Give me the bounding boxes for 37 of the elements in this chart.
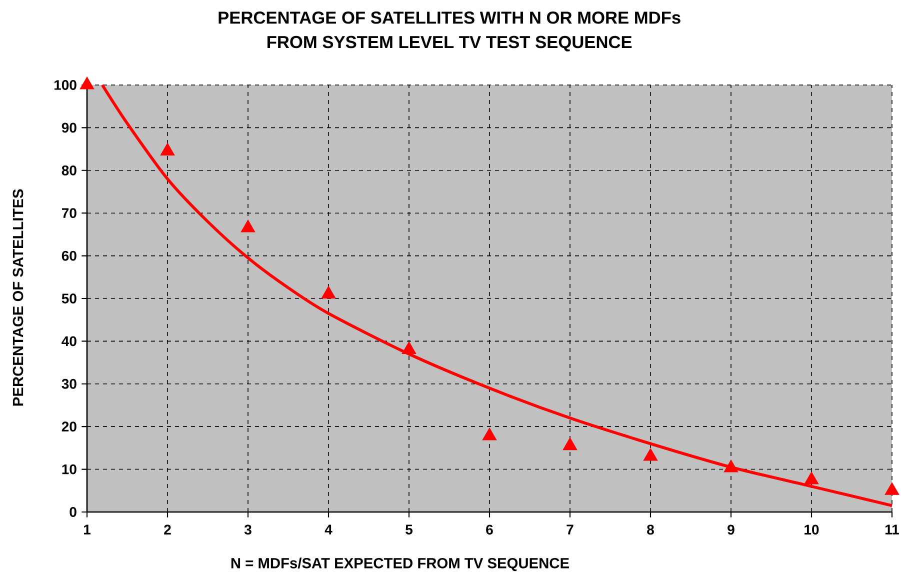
point bbox=[321, 286, 336, 298]
point bbox=[804, 472, 819, 484]
x-axis-title: N = MDFs/SAT EXPECTED FROM TV SEQUENCE bbox=[231, 558, 569, 572]
line-series bbox=[100, 84, 894, 508]
point bbox=[724, 460, 738, 472]
x-tick-label: 2 bbox=[164, 524, 171, 534]
x-tick-label: 8 bbox=[647, 524, 654, 535]
y-tick-label: 30 bbox=[62, 378, 76, 389]
x-tick-label: 11 bbox=[885, 524, 899, 534]
point bbox=[402, 341, 416, 354]
x-tick-label: 6 bbox=[486, 524, 493, 535]
x-tick-label: 7 bbox=[566, 524, 574, 534]
point bbox=[643, 448, 658, 461]
chart-title: PERCENTAGE OF SATELLITES WITH N OR MORE MDFs bbox=[218, 12, 680, 24]
x-tick-label: 5 bbox=[406, 524, 412, 534]
point bbox=[160, 142, 175, 156]
x-tick-label: 1 bbox=[84, 524, 90, 534]
x-tick-label: 9 bbox=[728, 524, 734, 535]
y-tick-label: 40 bbox=[62, 336, 76, 346]
y-tick-label: 50 bbox=[62, 294, 76, 304]
x-tick-label: 4 bbox=[324, 524, 332, 534]
point bbox=[482, 428, 497, 440]
x-tick-label: 3 bbox=[244, 524, 252, 535]
y-tick-label: 100 bbox=[54, 80, 76, 90]
chart-subtitle: FROM SYSTEM LEVEL TV TEST SEQUENCE bbox=[268, 36, 632, 52]
y-axis-title: PERCENTAGE OF SATELLITES bbox=[12, 189, 24, 406]
y-tick-label: 90 bbox=[62, 122, 76, 133]
point bbox=[562, 438, 578, 450]
y-tick-label: 10 bbox=[62, 464, 76, 474]
point bbox=[80, 76, 94, 90]
x-tick-label: 10 bbox=[804, 524, 819, 535]
y-tick-label: 70 bbox=[62, 208, 76, 218]
y-tick-label: 60 bbox=[62, 250, 76, 261]
y-tick-label: 0 bbox=[70, 507, 76, 517]
y-tick-label: 80 bbox=[62, 165, 76, 176]
point bbox=[240, 220, 256, 232]
y-tick-label: 20 bbox=[62, 422, 76, 432]
